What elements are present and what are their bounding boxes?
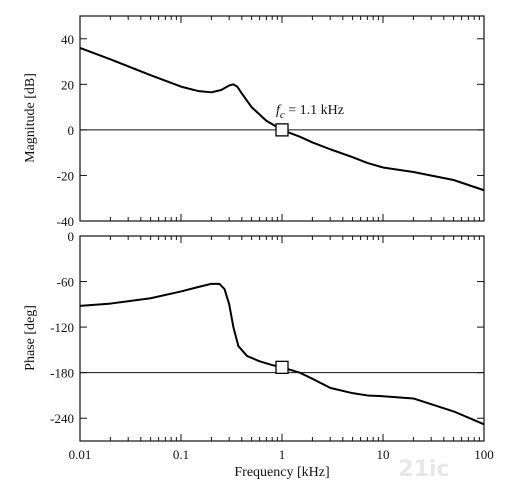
y-tick-label: -180 — [50, 366, 74, 381]
x-tick-label: 0.01 — [69, 447, 92, 462]
x-tick-label: 1 — [279, 447, 286, 462]
phase-y-ticks: 0 -60 -120 -180 -240 — [50, 229, 484, 426]
x-tick-labels: 0.01 0.1 1 10 100 — [69, 447, 494, 462]
x-tick-label: 100 — [474, 447, 494, 462]
y-tick-label: -40 — [57, 214, 74, 229]
y-tick-label: -20 — [57, 168, 74, 183]
x-axis-label: Frequency [kHz] — [234, 465, 329, 480]
magnitude-panel: 40 20 0 -20 -40 fc = 1.1 kHz Magnitude [dB] — [23, 15, 485, 229]
magnitude-y-axis-label: Magnitude [dB] — [23, 73, 38, 163]
y-tick-label: 0 — [68, 123, 75, 138]
y-tick-label: 0 — [68, 229, 75, 244]
phase-plot-frame — [79, 235, 485, 442]
y-tick-label: -240 — [50, 411, 74, 426]
x-tick-label: 10 — [377, 447, 390, 462]
x-tick-label: 0.1 — [173, 447, 189, 462]
magnitude-y-ticks: 40 20 0 -20 -40 — [57, 32, 484, 229]
phase-panel: 0 -60 -120 -180 -240 Phase [deg] 0.01 0.1 1 10 1… — [23, 229, 494, 480]
annotation-suffix: = 1.1 kHz — [285, 103, 344, 118]
magnitude-series-line — [79, 46, 485, 192]
watermark-text: 21ic — [398, 457, 449, 482]
phase-series-line — [79, 282, 485, 426]
y-tick-label: 40 — [61, 32, 74, 47]
phase-crossover-marker — [275, 360, 289, 375]
y-tick-label: -60 — [57, 275, 74, 290]
y-tick-label: 20 — [61, 77, 74, 92]
magnitude-x-ticks — [79, 16, 480, 221]
phase-y-axis-label: Phase [deg] — [23, 305, 38, 371]
annotation-subscript: c — [280, 109, 285, 121]
y-tick-label: -120 — [50, 320, 74, 335]
crossover-annotation: fc = 1.1 kHz — [276, 103, 344, 121]
magnitude-crossover-marker — [275, 123, 289, 137]
phase-x-ticks — [79, 236, 480, 441]
annotation-prefix: f — [276, 103, 282, 118]
